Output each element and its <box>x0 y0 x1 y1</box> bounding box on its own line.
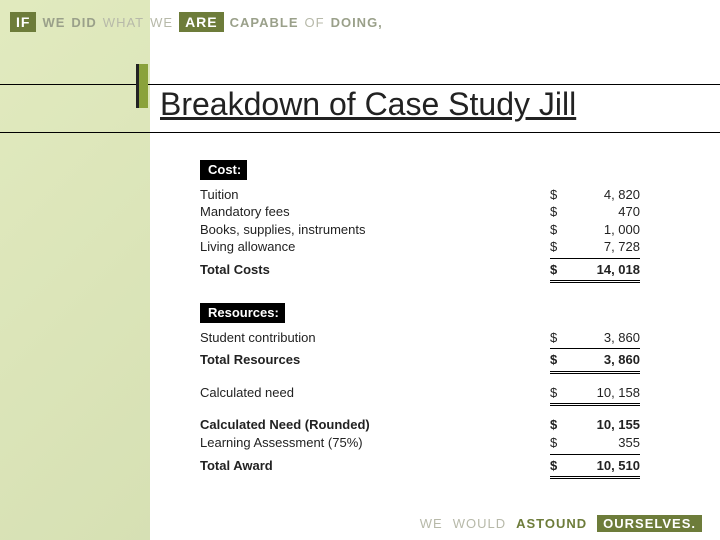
cost-amount: $470 <box>550 203 640 221</box>
quote-word: WE <box>150 15 173 30</box>
total-award-label: Total Award <box>200 457 550 475</box>
rounded-need-amount: $10, 155 <box>550 416 640 434</box>
total-award-amount: $10, 510 <box>550 457 640 475</box>
quote-emphasis: ASTOUND <box>516 516 587 531</box>
total-costs-amount: $14, 018 <box>550 261 640 279</box>
resources-total-row: Total Resources $3, 860 <box>200 351 640 369</box>
cost-row: Living allowance $7, 728 <box>200 238 640 256</box>
total-rule <box>550 280 640 283</box>
total-costs-label: Total Costs <box>200 261 550 279</box>
background-accent <box>0 0 150 540</box>
calculated-need-amount: $10, 158 <box>550 384 640 402</box>
page-title: Breakdown of Case Study Jill <box>160 84 720 129</box>
bottom-quote: WE WOULD ASTOUND OURSELVES. <box>420 515 702 532</box>
cost-row: Books, supplies, instruments $1, 000 <box>200 221 640 239</box>
rounded-need-label: Calculated Need (Rounded) <box>200 416 550 434</box>
calculated-need-label: Calculated need <box>200 384 550 402</box>
title-accent-bar <box>136 64 148 108</box>
subtotal-rule <box>550 454 640 455</box>
cost-amount: $4, 820 <box>550 186 640 204</box>
total-rule <box>550 476 640 479</box>
quote-word: WOULD <box>453 516 506 531</box>
section-label-cost: Cost: <box>200 160 247 180</box>
rounded-need-row: Calculated Need (Rounded) $10, 155 <box>200 416 640 434</box>
subtotal-rule <box>550 258 640 259</box>
quote-word: DOING, <box>331 15 383 30</box>
quote-box-are: ARE <box>179 12 224 32</box>
resource-row: Student contribution $3, 860 <box>200 329 640 347</box>
total-resources-amount: $3, 860 <box>550 351 640 369</box>
quote-word: WHAT <box>103 15 144 30</box>
award-row: Total Award $10, 510 <box>200 457 640 475</box>
top-quote: IF WE DID WHAT WE ARE CAPABLE OF DOING, <box>0 6 720 38</box>
assessment-amount: $355 <box>550 434 640 452</box>
quote-word: CAPABLE <box>230 15 299 30</box>
total-rule <box>550 371 640 374</box>
cost-row: Tuition $4, 820 <box>200 186 640 204</box>
subtotal-rule <box>550 348 640 349</box>
rule <box>0 84 720 85</box>
cost-total-row: Total Costs $14, 018 <box>200 261 640 279</box>
resource-label: Student contribution <box>200 329 550 347</box>
title-area: Breakdown of Case Study Jill <box>0 84 720 129</box>
total-resources-label: Total Resources <box>200 351 550 369</box>
cost-amount: $7, 728 <box>550 238 640 256</box>
need-row: Calculated need $10, 158 <box>200 384 640 402</box>
quote-box-ourselves: OURSELVES. <box>597 515 702 532</box>
quote-word: WE <box>420 516 443 531</box>
section-label-resources: Resources: <box>200 303 285 323</box>
cost-label: Mandatory fees <box>200 203 550 221</box>
rule <box>0 132 720 133</box>
quote-word: DID <box>71 15 96 30</box>
cost-row: Mandatory fees $470 <box>200 203 640 221</box>
content-area: Cost: Tuition $4, 820 Mandatory fees $47… <box>200 160 640 481</box>
cost-label: Tuition <box>200 186 550 204</box>
resource-amount: $3, 860 <box>550 329 640 347</box>
cost-label: Books, supplies, instruments <box>200 221 550 239</box>
total-rule <box>550 403 640 406</box>
cost-label: Living allowance <box>200 238 550 256</box>
assessment-label: Learning Assessment (75%) <box>200 434 550 452</box>
quote-word: WE <box>42 15 65 30</box>
quote-word: OF <box>305 15 325 30</box>
assessment-row: Learning Assessment (75%) $355 <box>200 434 640 452</box>
cost-amount: $1, 000 <box>550 221 640 239</box>
quote-box-if: IF <box>10 12 36 32</box>
